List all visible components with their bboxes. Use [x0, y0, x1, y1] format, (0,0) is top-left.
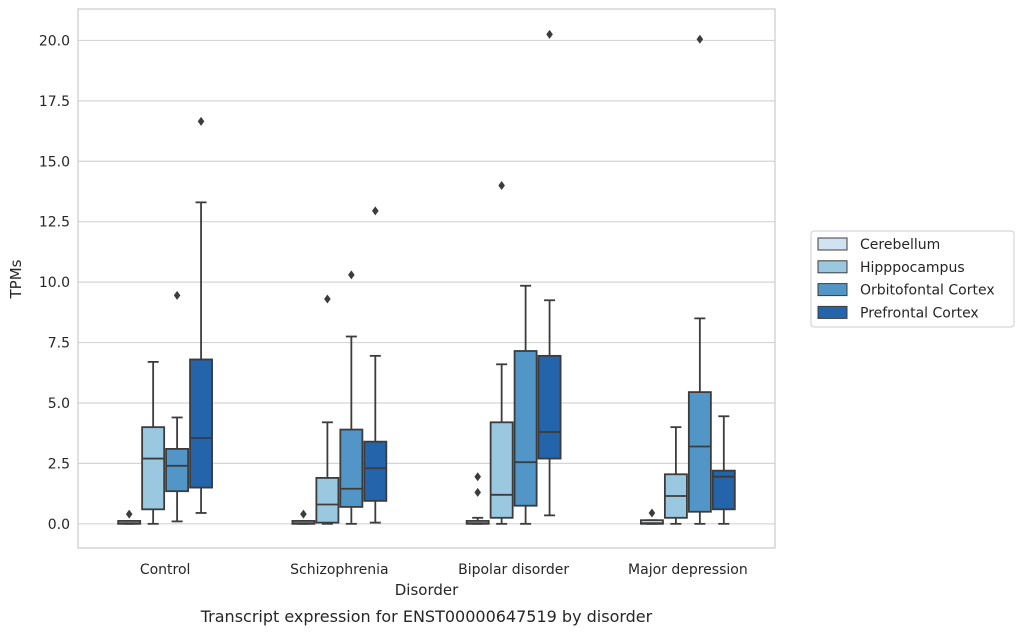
x-tick-labels: Control Schizophrenia Bipolar disorder Majo… [140, 562, 748, 578]
y-tick-label: 15.0 [39, 154, 70, 170]
outlier-point [348, 270, 355, 280]
outlier-point [546, 29, 553, 39]
y-tick-label: 2.5 [48, 456, 70, 472]
box-cerebellum [465, 472, 490, 525]
legend-label: Orbitofontal Cortex [860, 283, 995, 299]
boxes-layer [117, 29, 736, 525]
box-prefrontal-cortex [189, 116, 213, 514]
box-iqr [489, 421, 514, 519]
legend-swatch [817, 237, 848, 251]
y-tick-label: 17.5 [39, 94, 70, 110]
box-iqr [141, 426, 166, 511]
y-tick-label: 7.5 [48, 336, 70, 352]
x-tick-label: Control [140, 562, 191, 578]
x-axis-label: Disorder [395, 581, 459, 599]
outlier-point [498, 180, 505, 190]
outlier-point [696, 34, 704, 44]
outlier-point [324, 294, 331, 304]
x-tick-label: Bipolar disorder [458, 562, 569, 578]
box-cerebellum [291, 509, 316, 525]
box-iqr [363, 440, 388, 502]
box-orbitofontal-cortex [687, 34, 712, 525]
box-iqr [189, 358, 213, 489]
plot-area-frame [77, 8, 776, 549]
x-tick-label: Major depression [628, 562, 748, 578]
box-prefrontal-cortex [537, 29, 562, 517]
outlier-point [197, 116, 205, 126]
box-hipppocampus [141, 360, 166, 525]
outlier-point [300, 509, 307, 519]
outlier-point [648, 508, 656, 518]
x-tick-label: Schizophrenia [290, 562, 388, 578]
box-iqr [315, 477, 340, 524]
box-prefrontal-cortex [363, 206, 388, 524]
box-cerebellum [640, 508, 664, 525]
box-iqr [165, 448, 190, 493]
y-tick-label: 12.5 [39, 215, 70, 231]
y-tick-label: 5.0 [48, 396, 70, 412]
box-iqr [513, 350, 538, 507]
outlier-point [125, 509, 133, 519]
y-tick-label: 10.0 [39, 275, 70, 291]
legend-swatch [817, 260, 848, 274]
outlier-point [474, 487, 481, 497]
legend-label: Cerebellum [860, 237, 940, 253]
box-hipppocampus [663, 426, 688, 525]
y-tick-label: 0.0 [48, 517, 70, 533]
box-iqr [711, 469, 736, 511]
y-axis-label: TPMs [7, 259, 25, 299]
outlier-point [474, 472, 481, 482]
box-iqr [537, 354, 562, 460]
legend-frame [810, 230, 1015, 328]
box-hipppocampus [489, 180, 514, 525]
box-prefrontal-cortex [711, 415, 736, 525]
legend: Cerebellum Hipppocampus Orbitofontal Corte… [810, 230, 1015, 328]
box-orbitofontal-cortex [513, 284, 538, 525]
outlier-point [173, 290, 181, 300]
box-iqr [687, 391, 712, 513]
chart-caption: Transcript expression for ENST0000064751… [200, 607, 653, 626]
legend-label: Prefrontal Cortex [860, 305, 979, 321]
box-cerebellum [117, 509, 142, 525]
y-tick-label: 20.0 [39, 33, 70, 49]
outlier-point [372, 206, 379, 216]
y-tick-labels: 0.0 2.5 5.0 7.5 10.0 12.5 15.0 17.5 20.0 [39, 33, 70, 532]
box-hipppocampus [315, 294, 340, 525]
box-iqr [339, 428, 364, 508]
legend-swatch [817, 305, 848, 319]
legend-label: Hipppocampus [860, 260, 965, 276]
box-orbitofontal-cortex [165, 290, 190, 523]
legend-swatch [817, 283, 848, 297]
box-orbitofontal-cortex [339, 270, 364, 525]
